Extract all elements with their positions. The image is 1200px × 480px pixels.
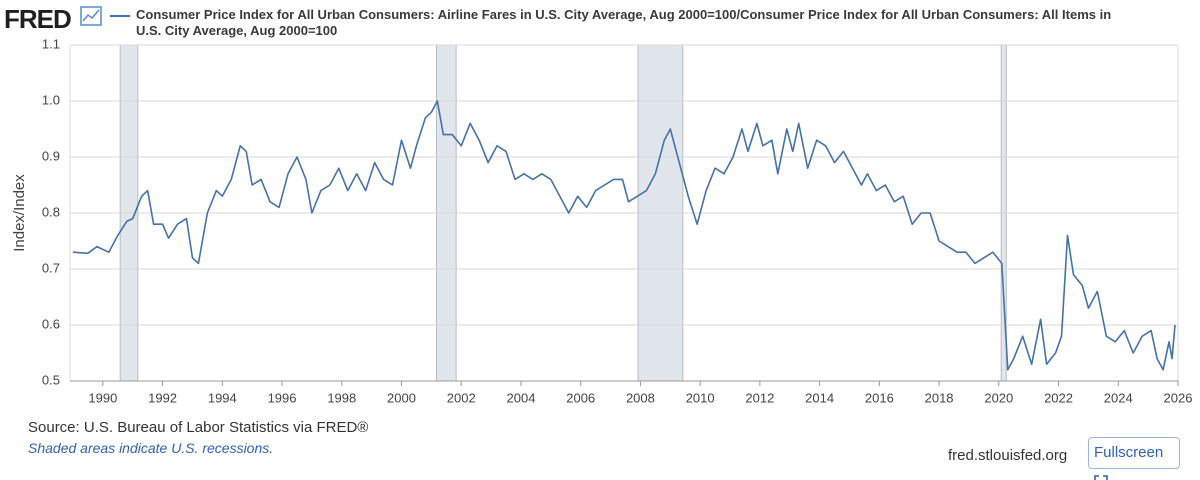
x-tick-label: 1992 — [148, 390, 177, 405]
y-tick-label: 0.8 — [42, 204, 60, 219]
x-tick-label: 2016 — [865, 390, 894, 405]
site-url: fred.stlouisfed.org — [948, 447, 1068, 464]
y-tick-label: 0.7 — [42, 260, 60, 275]
series-line — [72, 100, 1176, 371]
source: Source: U.S. Bureau of Labor Statistics … — [28, 419, 369, 436]
legend-swatch — [110, 15, 130, 17]
x-tick-label: 1998 — [327, 390, 356, 405]
x-tick-label: 1994 — [208, 390, 237, 405]
y-tick-label: 0.9 — [42, 148, 60, 163]
x-tick-label: 2018 — [925, 390, 954, 405]
logo-icon — [80, 6, 102, 26]
x-tick-label: 2000 — [387, 390, 416, 405]
x-tick-label: 2002 — [447, 390, 476, 405]
x-tick-label: 2004 — [507, 390, 536, 405]
x-tick-label: 2026 — [1164, 390, 1193, 405]
x-tick-label: 2010 — [686, 390, 715, 405]
x-tick-label: 2022 — [1044, 390, 1073, 405]
y-tick-label: 1.0 — [42, 92, 60, 107]
y-tick-label: 0.5 — [42, 372, 60, 387]
y-tick-label: 0.6 — [42, 316, 60, 331]
x-tick-label: 2006 — [566, 390, 595, 405]
x-tick-label: 2008 — [626, 390, 655, 405]
x-tick-label: 2014 — [805, 390, 834, 405]
x-tick-label: 1996 — [268, 390, 297, 405]
y-tick-label: 1.1 — [42, 36, 60, 51]
x-tick-label: 2020 — [984, 390, 1013, 405]
recession-note: Shaded areas indicate U.S. recessions. — [28, 440, 274, 456]
fullscreen-button[interactable]: Fullscreen — [1088, 437, 1180, 480]
y-axis-label: Index/Index — [11, 174, 28, 252]
x-tick-label: 2012 — [745, 390, 774, 405]
x-tick-label: 2024 — [1104, 390, 1133, 405]
fullscreen-icon[interactable] — [1094, 475, 1108, 480]
legend-entry: Consumer Price Index for All Urban Consu… — [136, 7, 1112, 38]
logo: FRED — [4, 4, 72, 34]
x-tick-label: 1990 — [88, 390, 117, 405]
fullscreen-label[interactable]: Fullscreen — [1094, 444, 1164, 461]
